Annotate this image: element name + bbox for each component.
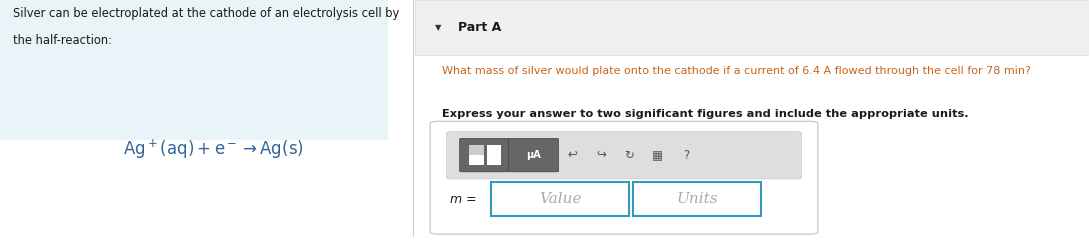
FancyBboxPatch shape	[469, 145, 484, 155]
Text: μA: μA	[526, 150, 541, 160]
FancyBboxPatch shape	[469, 155, 484, 165]
FancyBboxPatch shape	[0, 0, 388, 140]
Text: ▼: ▼	[435, 23, 441, 32]
Text: ?: ?	[683, 149, 689, 162]
Text: What mass of silver would plate onto the cathode if a current of 6.4 A flowed th: What mass of silver would plate onto the…	[442, 66, 1031, 76]
FancyBboxPatch shape	[430, 121, 818, 234]
Text: ↩: ↩	[567, 149, 578, 162]
FancyBboxPatch shape	[487, 145, 501, 155]
Text: ↻: ↻	[624, 149, 635, 162]
Text: ▦: ▦	[652, 149, 663, 162]
FancyBboxPatch shape	[491, 182, 629, 216]
Text: Units: Units	[676, 192, 718, 206]
FancyBboxPatch shape	[487, 155, 501, 165]
FancyBboxPatch shape	[446, 132, 802, 179]
Text: Value: Value	[539, 192, 582, 206]
Text: Part A: Part A	[458, 21, 502, 34]
Text: Silver can be electroplated at the cathode of an electrolysis cell by: Silver can be electroplated at the catho…	[13, 7, 400, 20]
FancyBboxPatch shape	[509, 138, 559, 172]
Text: Express your answer to two significant figures and include the appropriate units: Express your answer to two significant f…	[442, 109, 969, 119]
FancyBboxPatch shape	[633, 182, 761, 216]
Text: the half-reaction:: the half-reaction:	[13, 34, 112, 47]
FancyBboxPatch shape	[460, 138, 510, 172]
Text: m =: m =	[450, 193, 476, 205]
Text: $\mathrm{Ag^+(aq) + e^- \rightarrow Ag(s)}$: $\mathrm{Ag^+(aq) + e^- \rightarrow Ag(s…	[123, 138, 304, 161]
FancyBboxPatch shape	[415, 0, 1089, 55]
Text: ↪: ↪	[596, 149, 607, 162]
